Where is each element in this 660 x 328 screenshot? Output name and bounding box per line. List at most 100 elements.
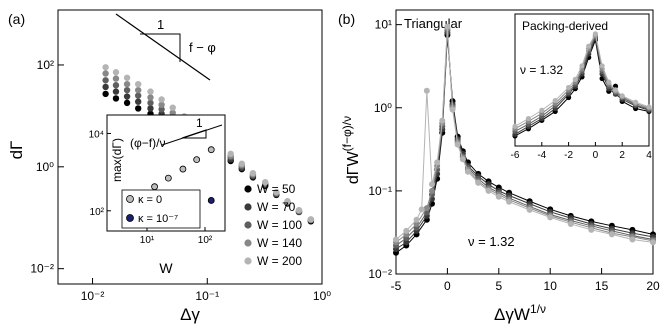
panel-a-legend-entry: W = 140 (257, 236, 302, 250)
inset-b-data-point (539, 107, 545, 113)
panel-b-data-point (393, 236, 399, 243)
panel-b-data-curves (393, 23, 656, 256)
inset-a-data-point (179, 165, 187, 173)
panel-a-x-axis-label: Δγ (180, 305, 200, 324)
inset-b-data-point (586, 43, 592, 49)
panel-a-data-point (147, 105, 154, 112)
panel-b-data-point (454, 141, 461, 148)
inset-a-triangle-label: 1 (196, 116, 203, 130)
inset-a-y-tick-label: 10⁴ (89, 129, 104, 140)
panel-b-data-point (403, 239, 410, 246)
panel-a-legend-entry: W = 70 (257, 200, 296, 214)
panel-a-data-point (134, 105, 142, 112)
panel-a-x-tick-label: 10⁰ (313, 289, 331, 303)
panel-b-data-point (547, 214, 554, 221)
panel-a-data-point (134, 86, 142, 94)
panel-b-y-axis-label: dΓW(f−φ)/ν (340, 116, 362, 184)
inset-a-legend-kappa-1e-7: κ = 10⁻⁷ (138, 213, 178, 225)
panel-b-data-point (434, 159, 441, 166)
panel-a-y-axis-label: dΓ (7, 141, 26, 160)
inset-b-frame (514, 13, 650, 147)
inset-a-legend-marker-kappa-1e-7 (126, 214, 134, 222)
panel-b-data-point (588, 226, 595, 233)
panel-a-x-tick-label: 10⁻¹ (195, 289, 219, 303)
inset-a-y-axis-label: max(dΓ) (110, 138, 124, 182)
panel-a-legend-entry: W = 200 (257, 254, 302, 268)
panel-a-y-tick-label: 10² (37, 58, 54, 72)
panel-b-data-point (423, 87, 430, 94)
inset-a-slope-label: (φ−f)/ν (130, 136, 165, 150)
inset-a-y-tick-label: 10² (90, 207, 105, 218)
inset-b-data-point (552, 97, 558, 104)
inset-a-x-tick-label: 10¹ (140, 235, 155, 246)
panel-a-plot-frame (57, 9, 323, 285)
panel-b-x-tick-label: 0 (444, 279, 451, 293)
panel-b-x-tick-label: 10 (544, 279, 558, 293)
inset-b-data-curves (512, 31, 652, 139)
panel-a-legend-marker (244, 257, 252, 265)
inset-a-data-point (164, 174, 172, 182)
inset-a-legend-box (121, 189, 201, 229)
panel-a-legend-marker (244, 221, 252, 229)
inset-a-data-point (151, 183, 158, 191)
inset-b-ticks (514, 142, 650, 146)
panel-b-data-point (459, 156, 466, 163)
panel-a-legend-entry: W = 50 (257, 182, 296, 196)
panel-a-data-point (112, 69, 120, 76)
inset-b-x-tick-label: -6 (511, 150, 520, 161)
inset-b-title: Packing-derived (522, 19, 608, 33)
inset-b-x-tick-label: -4 (537, 150, 546, 161)
panel-a-data-point (158, 96, 165, 103)
panel-a-legend: W = 50 W = 70 W = 100 W = 140 W = 200 (244, 182, 302, 268)
panel-a-data-point (158, 106, 165, 113)
panel-b-data-point (413, 220, 420, 227)
panel-b-x-tick-label: 15 (595, 279, 609, 293)
panel-b-series-line (395, 26, 654, 243)
inset-b-data-point (512, 123, 518, 129)
panel-a-data-point (169, 104, 176, 111)
panel-b-y-tick-label: 10⁻¹ (368, 184, 392, 198)
panel-a-data-point (134, 92, 142, 99)
panel-a-data-point (123, 93, 131, 100)
inset-a-legend-kappa-0: κ = 0 (138, 194, 162, 206)
panel-b-data-point (464, 168, 471, 175)
panel-b-plot-frame (395, 9, 654, 275)
panel-a-y-tick-label: 10⁻² (30, 262, 54, 276)
panel-b-triangular-label: Triangular (404, 16, 463, 31)
panel-b-data-point (403, 227, 410, 234)
inset-a-legend-marker-kappa-0 (126, 195, 134, 203)
panel-a-slope-label: f − φ (189, 40, 216, 55)
panel-a-data-point (158, 101, 165, 109)
inset-b-data-point (579, 63, 585, 69)
panel-a-data-point (123, 99, 131, 107)
panel-a-label: (a) (8, 11, 25, 27)
panel-b-label: (b) (338, 11, 355, 27)
panel-b-data-point (495, 193, 502, 200)
panel-a-data-point (134, 98, 142, 105)
inset-a-data-point (207, 197, 215, 204)
panel-a-data-point (147, 94, 154, 101)
inset-b-data-point (612, 87, 619, 93)
panel-a-data-point (147, 99, 154, 107)
panel-a-data-point (284, 198, 291, 205)
panel-b-x-tick-label: 5 (495, 279, 502, 293)
inset-b-nu-label: ν = 1.32 (520, 63, 563, 77)
panel-a-triangle-label: 1 (157, 17, 164, 32)
panel-a-ticks (58, 64, 323, 284)
panel-b-data-point (526, 206, 533, 213)
panel-a-data-point (147, 88, 154, 95)
panel-a-data-point (262, 178, 269, 186)
panel-a-data-point (295, 207, 303, 214)
panel-a-data-point (307, 216, 315, 223)
panel-b-x-tick-label: -5 (391, 279, 402, 293)
inset-b-x-tick-label: 4 (646, 150, 652, 161)
panel-a-slope-triangle (140, 33, 181, 62)
panel-b-y-tick-label: 10⁰ (374, 101, 392, 115)
inset-b-x-tick-label: -2 (564, 150, 573, 161)
panel-b-x-axis-label: ΔγW1/ν (494, 302, 546, 324)
panel-a-data-point (112, 88, 120, 95)
panel-a-data-point (102, 90, 109, 98)
panel-a-data-point (238, 160, 246, 167)
